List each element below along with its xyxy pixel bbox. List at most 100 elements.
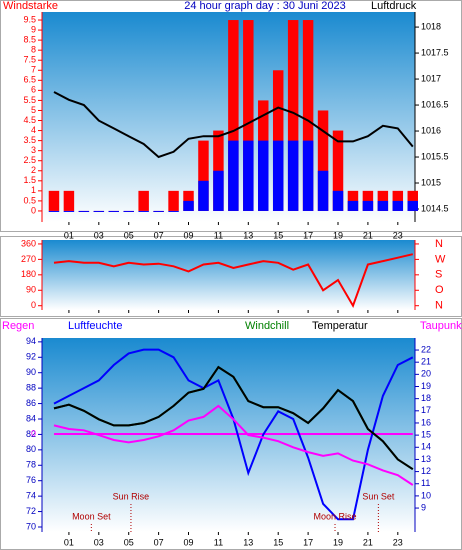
y2-tick-label: 1015 [421, 177, 441, 187]
y2-tick-label: O [435, 284, 444, 296]
y-tick-label: 180 [21, 269, 36, 279]
y2-tick-label: 1016.5 [421, 99, 449, 109]
x-tick-label: 07 [154, 230, 164, 240]
y-tick-label: 8 [31, 45, 36, 55]
x-tick-label: 03 [94, 230, 104, 240]
y-tick-label: 74 [26, 491, 36, 501]
y2-tick-label: 1017.5 [421, 47, 449, 57]
y-tick-label: 6 [31, 85, 36, 95]
wind-bar [168, 210, 179, 212]
wind-bar [407, 200, 418, 211]
y-tick-label: 360 [21, 238, 36, 248]
y-tick-label: 94 [26, 336, 36, 346]
x-tick-label: 05 [124, 230, 134, 240]
event-label: Moon Set [72, 511, 111, 521]
wind-bar [228, 20, 239, 211]
x-tick-label: 11 [214, 537, 223, 547]
y2-tick-label: 1015.5 [421, 151, 449, 161]
wind-bar [48, 190, 60, 211]
y2-tick-label: 10 [421, 490, 431, 500]
wind-bar [123, 210, 134, 212]
y2-tick-label: S [435, 269, 442, 281]
y-tick-label: 6.5 [23, 75, 36, 85]
x-tick-label: 17 [303, 230, 313, 240]
y-tick-label: 72 [26, 506, 36, 516]
wind-bar [258, 140, 269, 211]
y-tick-label: 7.5 [23, 55, 36, 65]
x-tick-label: 19 [333, 230, 343, 240]
y-tick-label: 2 [31, 165, 36, 175]
wind-bar [302, 20, 314, 211]
y2-tick-label: 21 [421, 357, 431, 367]
wind-bar [362, 190, 374, 211]
y-tick-label: 78 [26, 460, 36, 470]
y2-tick-label: 1016 [421, 125, 441, 135]
x-tick-label: 13 [243, 537, 253, 547]
wind-bar [377, 200, 389, 211]
x-tick-label: 01 [64, 230, 74, 240]
series-line [53, 404, 414, 486]
y-tick-label: 4.5 [23, 115, 36, 125]
wind-bar [138, 210, 149, 212]
wind-bar [362, 200, 374, 211]
y2-tick-label: 16 [421, 417, 431, 427]
wind-bar [287, 20, 299, 211]
y-tick-label: 0 [31, 205, 36, 215]
series-line [53, 91, 414, 159]
x-tick-label: 07 [154, 537, 164, 547]
y-tick-label: 8.5 [23, 35, 36, 45]
wind-bar [183, 200, 194, 211]
wind-bar [48, 210, 60, 212]
wind-bar [332, 190, 344, 211]
y-tick-label: 0.5 [23, 195, 36, 205]
y-tick-label: 90 [26, 285, 36, 295]
x-tick-label: 03 [94, 537, 104, 547]
wind-bar [228, 140, 239, 211]
legend-label: Temperatur [312, 320, 368, 332]
y-tick-label: 5 [31, 105, 36, 115]
y-tick-label: 2.5 [23, 155, 36, 165]
wind-bar [347, 190, 359, 211]
y2-tick-label: W [435, 253, 446, 265]
wind-bar [138, 190, 149, 211]
wind-bar [243, 20, 254, 211]
wind-bar [63, 210, 75, 212]
wind-bar [392, 200, 404, 211]
y-tick-label: 3 [31, 145, 36, 155]
y2-tick-label: 1014.5 [421, 203, 449, 213]
y2-tick-label: 18 [421, 393, 431, 403]
y2-tick-label: N [435, 300, 443, 312]
wind-bar [272, 140, 284, 211]
x-tick-label: 23 [393, 230, 403, 240]
y-axis-title: Windstarke [3, 0, 58, 12]
wind-bar [347, 200, 359, 211]
legend-label: Windchill [245, 320, 289, 332]
x-tick-label: 17 [303, 537, 313, 547]
y-tick-label: 88 [26, 383, 36, 393]
legend-label: Luftfeuchte [68, 320, 122, 332]
x-tick-label: 15 [273, 537, 283, 547]
x-tick-label: 13 [243, 230, 253, 240]
y-tick-label: 0 [31, 300, 36, 310]
y-tick-label: 84 [26, 413, 36, 423]
event-label: Moon Rise [314, 511, 357, 521]
wind-bar [63, 190, 75, 211]
y2-tick-label: 15 [421, 429, 431, 439]
event-label: Sun Set [362, 491, 395, 501]
y2-tick-label: 14 [421, 442, 431, 452]
wind-bar [198, 180, 209, 211]
y2-tick-label: 19 [421, 381, 431, 391]
x-tick-label: 21 [363, 230, 373, 240]
y-tick-label: 90 [26, 367, 36, 377]
wind-bar [332, 130, 344, 211]
x-tick-label: 01 [64, 537, 74, 547]
legend-label: Taupunkt [420, 320, 462, 332]
y2-tick-label: 9 [421, 502, 426, 512]
y2-tick-label: 22 [421, 344, 431, 354]
y2-tick-label: N [435, 238, 443, 250]
wind-bar [93, 210, 105, 212]
x-tick-label: 09 [184, 230, 194, 240]
series-line [53, 365, 414, 471]
x-tick-label: 23 [393, 537, 403, 547]
wind-bar [287, 140, 299, 211]
